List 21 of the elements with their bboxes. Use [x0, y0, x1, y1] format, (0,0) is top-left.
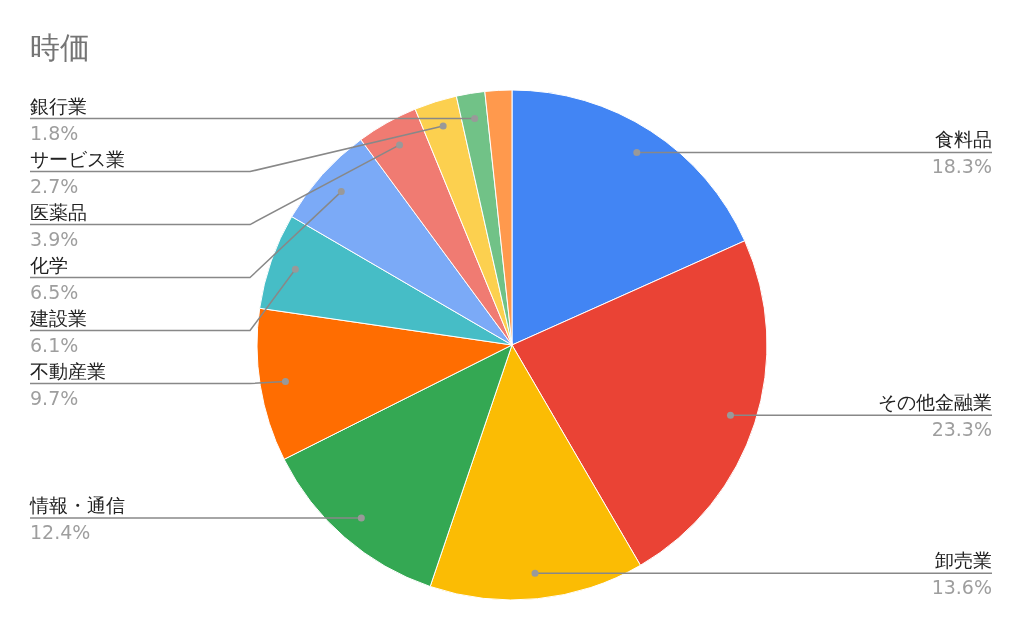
data-label: 18.3% — [931, 155, 992, 178]
slice-label: サービス業 — [30, 147, 125, 170]
data-label: 23.3% — [931, 418, 992, 441]
data-label: 9.7% — [30, 386, 79, 409]
slice-label: 不動産業 — [30, 359, 106, 382]
slice-label: 化学 — [30, 253, 68, 276]
slice-label: 医薬品 — [30, 200, 87, 223]
slice-label: 食料品 — [935, 128, 992, 151]
slice-label: 情報・通信 — [29, 494, 125, 517]
slice-label: 卸売業 — [935, 549, 992, 572]
slice-label: 建設業 — [29, 306, 87, 329]
data-label: 6.5% — [30, 280, 79, 303]
data-label: 6.1% — [30, 333, 79, 356]
slice-label: その他金融業 — [878, 391, 992, 414]
data-label: 1.8% — [30, 121, 79, 144]
slice-label: 銀行業 — [30, 94, 87, 117]
data-label: 12.4% — [30, 521, 91, 544]
data-label: 13.6% — [931, 576, 992, 599]
data-label: 2.7% — [30, 174, 79, 197]
chart-title: 時価 — [30, 30, 90, 65]
data-label: 3.9% — [30, 227, 79, 250]
